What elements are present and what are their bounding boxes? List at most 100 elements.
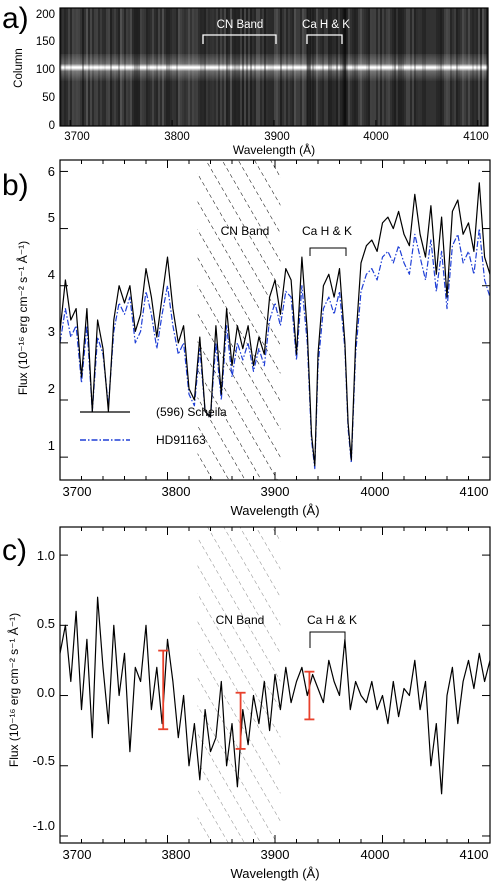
image-column bbox=[468, 8, 470, 126]
image-column bbox=[298, 8, 300, 126]
image-column bbox=[356, 8, 358, 126]
spectrum-bright-row bbox=[60, 54, 488, 81]
image-column bbox=[470, 8, 472, 126]
image-column bbox=[182, 8, 184, 126]
image-column bbox=[90, 8, 92, 126]
image-column bbox=[402, 8, 404, 126]
image-column bbox=[226, 8, 228, 126]
image-column bbox=[370, 8, 372, 126]
series-line-hd91163 bbox=[59, 228, 491, 470]
image-column bbox=[216, 8, 218, 126]
image-column bbox=[118, 8, 120, 126]
y-tick-label: 5 bbox=[48, 210, 55, 225]
image-column bbox=[450, 8, 452, 126]
y-tick-label: 0.5 bbox=[37, 616, 55, 631]
image-column bbox=[114, 8, 116, 126]
y-tick-label: 0.0 bbox=[37, 685, 55, 700]
x-axis-b: 3700 3800 3900 4000 4100 Wavelength (Å) bbox=[63, 484, 489, 518]
panel-a: a) CN Band Ca H & K 0 50 100 150 200 Col… bbox=[2, 2, 489, 157]
image-column bbox=[178, 8, 180, 126]
image-column bbox=[384, 8, 386, 126]
y-axis-a: 0 50 100 150 200 Column bbox=[13, 9, 55, 132]
image-column bbox=[454, 8, 456, 126]
image-column bbox=[346, 8, 348, 126]
image-column bbox=[398, 8, 400, 126]
image-column bbox=[150, 8, 152, 126]
x-tick-label: 3800 bbox=[164, 131, 190, 143]
image-column bbox=[446, 8, 448, 126]
image-column bbox=[338, 8, 340, 126]
y-tick-label: 4 bbox=[48, 267, 55, 282]
image-column bbox=[132, 8, 134, 126]
image-column bbox=[202, 8, 204, 126]
image-column bbox=[302, 8, 304, 126]
image-column bbox=[400, 8, 402, 126]
image-column bbox=[154, 8, 156, 126]
image-column bbox=[362, 8, 364, 126]
image-column bbox=[478, 8, 480, 126]
cn-band-shaded-region bbox=[197, 527, 281, 843]
image-column bbox=[278, 8, 280, 126]
image-column bbox=[220, 8, 222, 126]
image-column bbox=[160, 8, 162, 126]
image-column bbox=[286, 8, 288, 126]
image-column bbox=[198, 8, 200, 126]
y-axis-title-a: Column bbox=[13, 48, 25, 88]
image-column bbox=[112, 8, 114, 126]
image-column bbox=[88, 8, 90, 126]
error-bars-c bbox=[158, 649, 315, 750]
image-column bbox=[240, 8, 242, 126]
legend-label-scheila: (596) Scheila bbox=[156, 405, 227, 419]
image-column bbox=[360, 8, 362, 126]
image-column bbox=[186, 8, 188, 126]
image-column bbox=[354, 8, 356, 126]
image-column bbox=[250, 8, 252, 126]
image-column bbox=[288, 8, 290, 126]
image-column bbox=[380, 8, 382, 126]
image-column bbox=[60, 8, 62, 126]
image-column bbox=[410, 8, 412, 126]
image-column bbox=[428, 8, 430, 126]
error-bar bbox=[158, 649, 169, 731]
y-tick-label: 6 bbox=[48, 164, 55, 179]
image-column bbox=[310, 8, 312, 126]
image-column bbox=[98, 8, 100, 126]
image-column bbox=[274, 8, 276, 126]
x-tick-label: 3700 bbox=[63, 847, 92, 862]
image-column bbox=[328, 8, 330, 126]
series-line-residual bbox=[59, 596, 491, 795]
series-group-b bbox=[59, 182, 491, 470]
image-column bbox=[482, 8, 484, 126]
y-axis-b: 1 2 3 4 5 6 Flux (10⁻¹⁶ erg cm⁻² s⁻¹ Å⁻¹… bbox=[15, 164, 55, 453]
x-axis-title-b: Wavelength (Å) bbox=[230, 503, 319, 518]
x-tick-label: 4100 bbox=[463, 131, 489, 143]
image-column bbox=[164, 8, 166, 126]
image-column bbox=[206, 8, 208, 126]
cn-band-annotation: CN Band bbox=[216, 613, 265, 627]
annotation-ca-hk-a: Ca H & K bbox=[302, 19, 350, 44]
ca-hk-annotation-c: Ca H & K bbox=[307, 613, 357, 648]
image-column bbox=[96, 8, 98, 126]
y-tick-label: 50 bbox=[42, 92, 55, 104]
image-column bbox=[422, 8, 424, 126]
image-column bbox=[436, 8, 438, 126]
image-column bbox=[204, 8, 206, 126]
image-column bbox=[70, 8, 72, 126]
absorption-column bbox=[342, 8, 347, 126]
x-tick-label: 3700 bbox=[64, 131, 90, 143]
x-axis-title-a: Wavelength (Å) bbox=[233, 142, 315, 157]
image-column bbox=[80, 8, 82, 126]
image-column bbox=[292, 8, 294, 126]
y-axis-title-b: Flux (10⁻¹⁶ erg cm⁻² s⁻¹ Å⁻¹) bbox=[15, 241, 30, 395]
ca-hk-label: Ca H & K bbox=[302, 19, 350, 31]
image-column bbox=[94, 8, 96, 126]
image-column bbox=[408, 8, 410, 126]
image-column bbox=[152, 8, 154, 126]
image-column bbox=[126, 8, 128, 126]
y-tick-label: 100 bbox=[36, 64, 55, 76]
image-column bbox=[280, 8, 282, 126]
image-column bbox=[242, 8, 244, 126]
image-column bbox=[480, 8, 482, 126]
image-column bbox=[166, 8, 168, 126]
